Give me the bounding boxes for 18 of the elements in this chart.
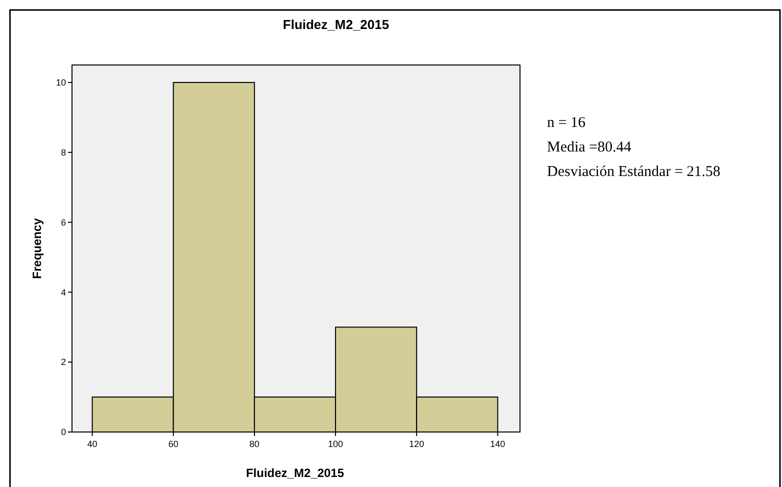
y-tick-label: 0	[60, 427, 66, 438]
text: n = 16	[547, 115, 586, 131]
y-tick-label: 6	[60, 217, 66, 228]
text: Desviación Estándar = 21.58	[547, 164, 720, 180]
y-tick-label: 4	[60, 287, 66, 298]
x-tick-label: 40	[87, 439, 98, 449]
x-axis-title: Fluidez_M2_2015	[246, 466, 344, 480]
y-tick-label: 2	[60, 357, 66, 368]
x-tick-label: 140	[490, 439, 506, 449]
y-tick-label: 10	[56, 78, 66, 88]
x-tick-label: 80	[249, 439, 260, 449]
x-tick-label: 60	[168, 439, 178, 449]
x-tick-label: 100	[328, 439, 344, 449]
y-tick-label: 8	[60, 148, 66, 158]
x-tick-label: 120	[409, 439, 424, 449]
y-axis-title: Frequency	[30, 218, 44, 279]
chart-title: Fluidez_M2_2015	[282, 17, 390, 32]
text: Media =80.44	[547, 140, 632, 156]
